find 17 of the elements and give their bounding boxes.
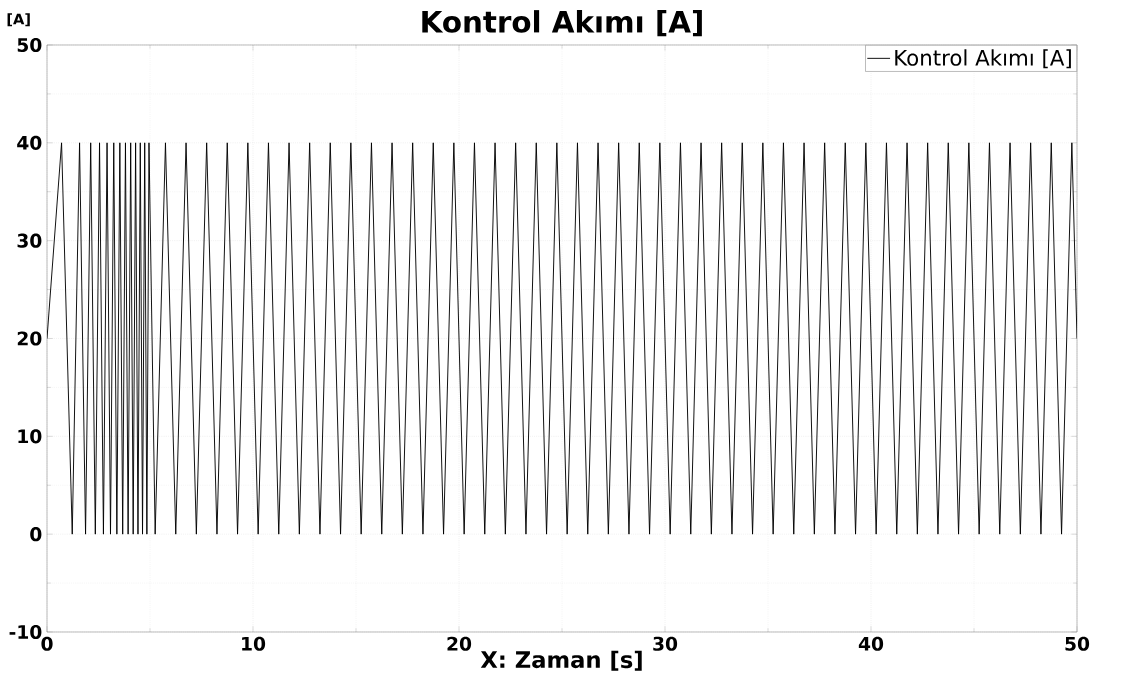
chart-title: Kontrol Akımı [A] bbox=[422, 10, 702, 37]
y-tick-label: -10 bbox=[9, 624, 42, 640]
x-tick-label: 10 bbox=[242, 636, 266, 651]
x-axis-title: X: Zaman [s] bbox=[480, 650, 642, 671]
x-tick-label: 20 bbox=[447, 636, 472, 651]
x-tick-label: 40 bbox=[858, 636, 884, 651]
y-tick-label: 20 bbox=[17, 331, 42, 346]
x-tick-label: 30 bbox=[653, 636, 678, 651]
x-tick-label: 0 bbox=[41, 636, 53, 651]
x-tick-label: 50 bbox=[1065, 636, 1090, 651]
y-tick-label: 30 bbox=[17, 233, 42, 248]
y-axis-title: [A] bbox=[7, 13, 30, 27]
y-tick-label: 0 bbox=[30, 527, 42, 542]
legend-label: Kontrol Akımı [A] bbox=[895, 49, 1071, 69]
y-tick-label: 40 bbox=[17, 135, 42, 150]
y-tick-label: 10 bbox=[18, 429, 42, 444]
y-tick-label: 50 bbox=[17, 37, 42, 53]
